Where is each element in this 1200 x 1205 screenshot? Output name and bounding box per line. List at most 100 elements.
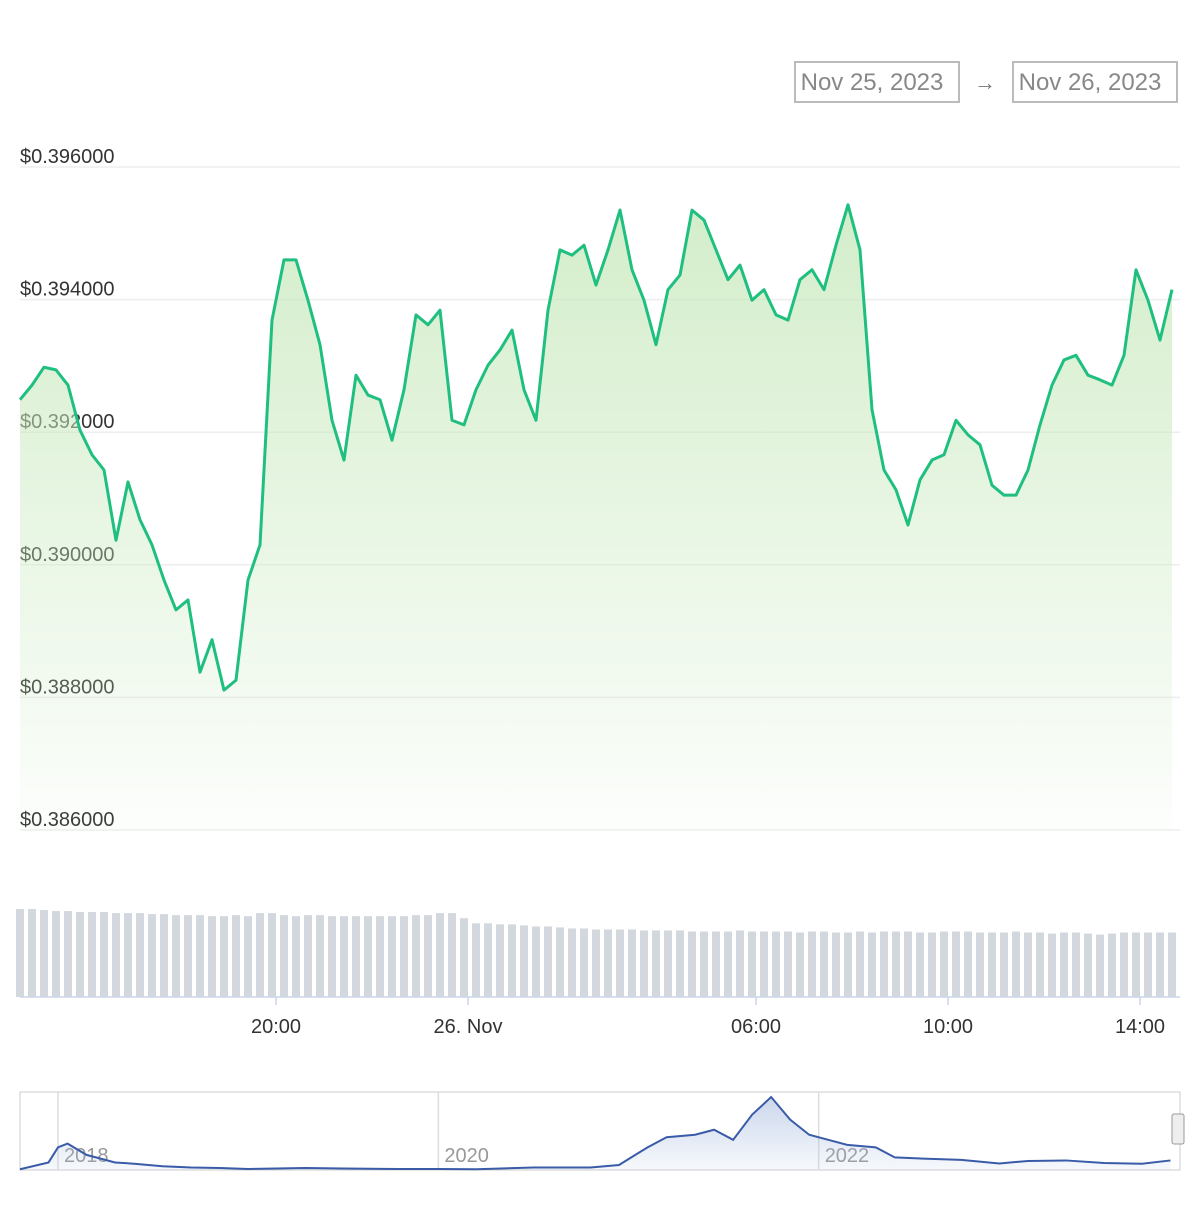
volume-bar [964,931,972,997]
volume-bar [424,915,432,997]
volume-bar [328,916,336,997]
volume-bar [124,913,132,997]
price-line [18,203,1174,692]
volume-bar [676,930,684,997]
y-tick-label: $0.394000 [20,279,115,301]
volume-bar [352,916,360,997]
date-to[interactable]: Nov 26, 2023 [1019,69,1162,96]
x-tick-label: 26. Nov [434,1016,503,1038]
date-from[interactable]: Nov 25, 2023 [801,69,944,96]
volume-bar [580,928,588,997]
volume-bar [400,916,408,997]
volume-bar [856,931,864,997]
volume-bar [1144,932,1152,997]
volume-bar [64,911,72,997]
volume-bar [316,915,324,997]
volume-bar [712,931,720,997]
volume-bar [796,932,804,997]
volume-bar [496,924,504,997]
volume-bar [532,926,540,997]
volume-bar [1000,932,1008,997]
volume-bar [688,931,696,997]
volume-bar [772,931,780,997]
volume-bar [16,909,24,997]
volume-bar [304,915,312,997]
volume-bar [52,911,60,997]
volume-bar [1120,932,1128,997]
volume-bar [892,931,900,997]
volume-bar [256,913,264,997]
volume-bar [280,915,288,997]
volume-bar [232,915,240,997]
volume-bar [1072,932,1080,997]
volume-bar [292,916,300,997]
volume-bar [1108,933,1116,997]
volume-bar [1168,932,1176,997]
volume-bar [628,929,636,997]
volume-bar [484,923,492,997]
navigator-line [19,1095,1171,1171]
x-tick-label: 10:00 [923,1016,973,1038]
volume-bar [364,916,372,997]
volume-bar [196,915,204,997]
volume-bar [244,916,252,997]
x-tick-label: 06:00 [731,1016,781,1038]
volume-bar [448,913,456,997]
navigator-handle[interactable] [1171,1113,1185,1145]
volume-bar [472,923,480,997]
volume-bar [544,926,552,997]
volume-bar [1132,932,1140,997]
volume-bar [940,931,948,997]
volume-bar [928,932,936,997]
volume-bar [172,915,180,997]
x-tick-label: 20:00 [251,1016,301,1038]
volume-bar [952,931,960,997]
volume-bar [724,931,732,997]
volume-bar [1060,932,1068,997]
volume-bar [868,932,876,997]
volume-bar [748,931,756,997]
navigator-year: 2020 [444,1145,489,1167]
volume-bar [412,915,420,997]
date-to-box[interactable] [1012,61,1178,103]
y-tick-label: $0.396000 [20,146,115,168]
volume-bar [784,931,792,997]
volume-bar [184,915,192,997]
volume-bar [40,910,48,997]
volume-bar [1024,932,1032,997]
volume-bar [1012,931,1020,997]
volume-bar [1096,934,1104,997]
volume-bar [988,932,996,997]
volume-bar [136,913,144,997]
volume-bar [556,927,564,997]
volume-bar [808,931,816,997]
navigator-area [20,1097,1171,1170]
volume-bar [160,914,168,997]
x-tick-label: 14:00 [1115,1016,1165,1038]
volume-bar [832,932,840,997]
volume-bar [1036,932,1044,997]
volume-bar [388,916,396,997]
price-area [20,204,1172,830]
volume-bar [640,930,648,997]
volume-bar [148,914,156,997]
volume-bar [604,929,612,997]
volume-bar [220,916,228,997]
volume-bar [592,929,600,997]
volume-bar [844,932,852,997]
volume-bar [28,909,36,997]
volume-bar [460,918,468,997]
volume-bar [820,931,828,997]
volume-bar [652,930,660,997]
date-from-box[interactable] [794,61,960,103]
volume-bar [100,912,108,997]
volume-bar [616,929,624,997]
volume-bar [340,916,348,997]
volume-bar [76,912,84,997]
arrow: → [974,70,996,95]
volume-bar [1084,933,1092,997]
volume-bar [268,913,276,997]
volume-bar [664,930,672,997]
